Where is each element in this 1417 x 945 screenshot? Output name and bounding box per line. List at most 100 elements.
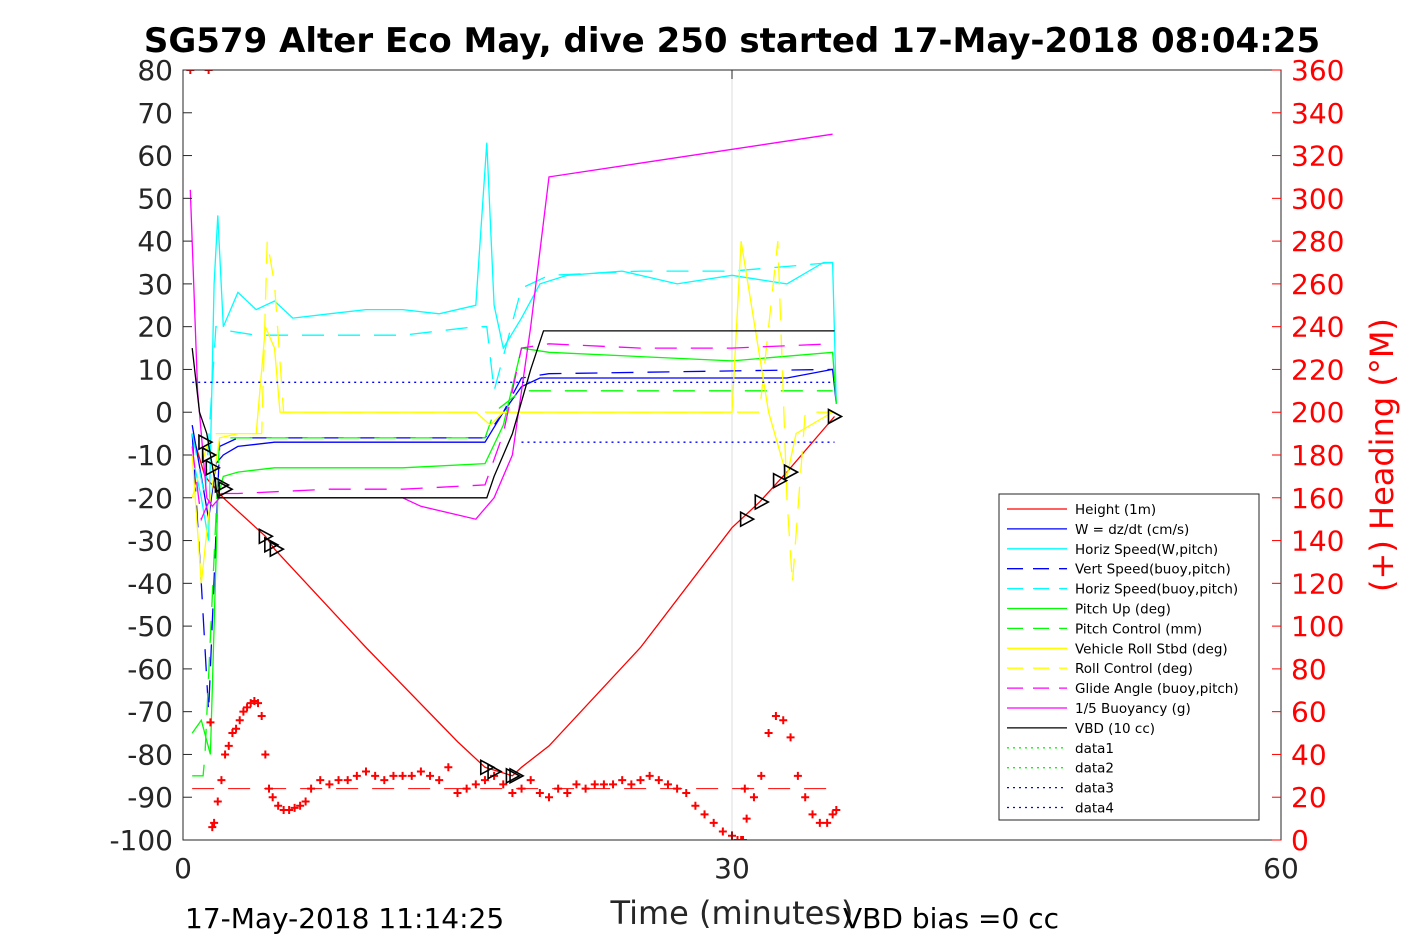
heading-point xyxy=(398,771,407,780)
legend-label: Vehicle Roll Stbd (deg) xyxy=(1075,641,1228,657)
waypoint-marker xyxy=(827,408,844,425)
heading-point xyxy=(636,776,645,785)
y2-tick-label: 180 xyxy=(1291,439,1344,472)
y-tick-label: 60 xyxy=(137,140,173,173)
y2-tick-label: 220 xyxy=(1291,353,1344,386)
series-line xyxy=(192,390,833,777)
legend-label: Pitch Control (mm) xyxy=(1075,621,1202,637)
heading-point xyxy=(265,784,274,793)
heading-point xyxy=(217,776,226,785)
heading-point xyxy=(691,801,700,810)
heading-point xyxy=(742,814,751,823)
heading-point xyxy=(426,771,435,780)
waypoint-marker xyxy=(214,476,231,494)
heading-point xyxy=(444,763,453,772)
heading-point xyxy=(627,780,636,789)
heading-point xyxy=(471,780,480,789)
legend: Height (1m) W = dz/dt (cm/s) Horiz Speed(W… xyxy=(998,493,1260,821)
y2-tick-label: 240 xyxy=(1291,311,1344,344)
waypoint-marker xyxy=(264,536,280,554)
series-line xyxy=(191,368,833,712)
heading-point xyxy=(232,724,241,733)
y2-tick-label: 160 xyxy=(1291,482,1344,515)
waypoint-marker xyxy=(258,527,275,545)
heading-point xyxy=(186,70,195,74)
heading-point xyxy=(599,780,608,789)
ticks: 0 30 6080706050403020100-10-20-30-40-50-60… xyxy=(109,54,1344,885)
heading-point xyxy=(268,793,277,802)
heading-point xyxy=(535,788,544,797)
legend-label: 1/5 Buoyancy (g) xyxy=(1075,701,1191,717)
right-axis-label: (+) Heading (°M) xyxy=(1363,318,1401,592)
marker-layer xyxy=(198,408,844,785)
heading-point xyxy=(508,788,517,797)
series-layer xyxy=(189,133,837,790)
y2-tick-label: 320 xyxy=(1291,140,1344,173)
heading-point xyxy=(526,776,535,785)
heading-point xyxy=(793,771,802,780)
y2-tick-label: 40 xyxy=(1291,738,1327,771)
heading-point xyxy=(208,823,217,832)
y-tick-label: -40 xyxy=(127,567,173,600)
heading-point xyxy=(563,788,572,797)
heading-layer xyxy=(186,70,841,840)
y2-tick-label: 280 xyxy=(1291,225,1344,258)
waypoint-marker xyxy=(783,463,800,481)
y-tick-label: 50 xyxy=(137,182,173,215)
series-line xyxy=(191,240,833,584)
heading-point xyxy=(274,801,283,810)
heading-point xyxy=(808,810,817,819)
waypoint-marker xyxy=(772,472,789,490)
heading-point xyxy=(285,806,294,815)
heading-point xyxy=(204,70,213,74)
y-tick-label: -50 xyxy=(127,610,173,643)
heading-point xyxy=(590,780,599,789)
heading-point xyxy=(290,803,299,812)
heading-point xyxy=(239,707,248,716)
heading-point xyxy=(815,818,824,827)
legend-label: Horiz Speed(W,pitch) xyxy=(1075,542,1218,558)
waypoint-marker xyxy=(487,763,503,780)
y2-tick-label: 200 xyxy=(1291,396,1344,429)
heading-point xyxy=(801,793,810,802)
heading-point xyxy=(362,767,370,776)
series-line xyxy=(189,133,833,520)
heading-point xyxy=(499,780,508,789)
heading-point xyxy=(334,776,343,785)
legend-label: Horiz Speed(buoy,pitch) xyxy=(1075,582,1238,598)
waypoint-marker xyxy=(218,480,234,498)
heading-point xyxy=(609,780,618,789)
heading-point xyxy=(352,771,361,780)
legend-label: W = dz/dt (cm/s) xyxy=(1075,522,1189,538)
heading-point xyxy=(786,733,795,742)
series-line xyxy=(191,261,833,498)
heading-point xyxy=(545,793,553,802)
series-line xyxy=(191,142,837,541)
chart-title: SG579 Alter Eco May, dive 250 started 17… xyxy=(144,21,1320,61)
legend-label: Height (1m) xyxy=(1075,502,1156,518)
heading-point xyxy=(343,776,352,785)
waypoint-marker xyxy=(479,758,496,776)
heading-point xyxy=(554,784,563,793)
heading-point xyxy=(572,780,581,789)
heading-point xyxy=(301,797,310,806)
heading-point xyxy=(254,699,263,708)
heading-point xyxy=(823,818,832,827)
heading-point xyxy=(682,788,691,797)
heading-point xyxy=(257,711,266,720)
y-tick-label: 20 xyxy=(137,311,173,344)
heading-point xyxy=(224,741,233,750)
vbd-bias-note: VBD bias =0 cc xyxy=(843,902,1059,935)
y2-tick-label: 100 xyxy=(1291,610,1344,643)
heading-point xyxy=(832,806,841,815)
heading-point xyxy=(517,784,526,793)
legend-label: data1 xyxy=(1075,741,1114,757)
series-line xyxy=(191,330,835,499)
waypoint-marker xyxy=(754,493,770,511)
heading-point xyxy=(206,718,215,727)
heading-point xyxy=(740,784,749,793)
y-tick-label: 70 xyxy=(137,97,173,130)
y-tick-label: 80 xyxy=(137,54,173,87)
y-tick-label: 10 xyxy=(137,353,173,386)
